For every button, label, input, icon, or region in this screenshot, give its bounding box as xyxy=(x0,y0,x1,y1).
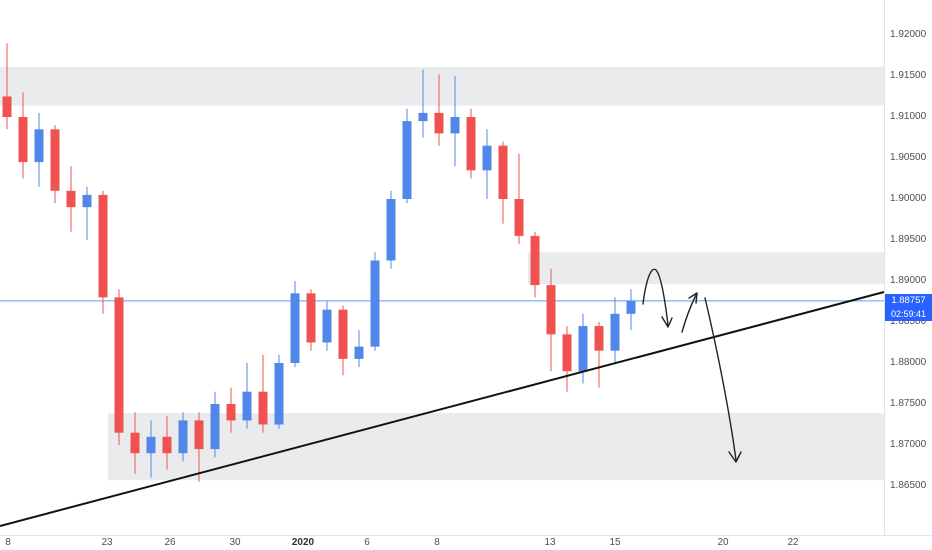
candle-body xyxy=(242,391,252,421)
price-axis-label: 1.89000 xyxy=(890,275,927,286)
up-then-down-arrow[interactable] xyxy=(642,268,669,326)
candle-body xyxy=(34,129,44,163)
candle-body xyxy=(130,432,140,454)
candle-body xyxy=(594,326,604,351)
candle-body xyxy=(98,194,108,298)
candle-body xyxy=(498,145,508,199)
candle-body xyxy=(114,297,124,433)
candle-body xyxy=(146,436,156,454)
candle-countdown-badge: 02:59:41 xyxy=(885,307,932,321)
candle-body xyxy=(434,112,444,134)
long-down-arrow-head xyxy=(728,451,742,463)
price-axis-label: 1.88500 xyxy=(890,316,927,327)
candle-body xyxy=(626,300,636,314)
candle-body xyxy=(178,420,188,454)
small-up-arrow[interactable] xyxy=(681,294,697,333)
candle-body xyxy=(338,309,348,359)
candle-body xyxy=(546,285,556,335)
upper-supply-zone xyxy=(0,66,884,106)
price-axis-label: 1.92000 xyxy=(890,29,927,40)
candle-body xyxy=(258,391,268,425)
candle-body xyxy=(482,145,492,171)
candle-body xyxy=(450,117,460,134)
candle-body xyxy=(306,293,316,343)
time-axis[interactable]: 8 23 26 30 2020 6 8 13 15 20 22 xyxy=(0,535,932,550)
candle-body xyxy=(402,121,412,199)
time-axis-label: 2020 xyxy=(291,537,315,548)
candle-body xyxy=(466,117,476,171)
candle-body xyxy=(370,260,380,347)
candle-countdown-value: 02:59:41 xyxy=(890,308,927,319)
candle-body xyxy=(66,190,76,208)
middle-supply-zone xyxy=(528,252,884,285)
candle-body xyxy=(290,293,300,363)
candle-body xyxy=(354,346,364,359)
candle-body xyxy=(562,334,572,372)
long-down-arrow[interactable] xyxy=(704,297,737,461)
price-axis-label: 1.89500 xyxy=(890,234,927,245)
time-axis-label: 23 xyxy=(101,537,113,548)
price-axis-label: 1.91500 xyxy=(890,70,927,81)
candle-body xyxy=(386,199,396,261)
price-axis[interactable]: 1.92000 1.91500 1.91000 1.90500 1.90000 1.895… xyxy=(884,0,932,535)
price-axis-label: 1.90000 xyxy=(890,193,927,204)
candle-body xyxy=(2,96,12,117)
candle-body xyxy=(514,199,524,236)
time-axis-label: 13 xyxy=(544,537,556,548)
time-axis-label: 15 xyxy=(609,537,621,548)
candle-body xyxy=(578,326,588,372)
candle-body xyxy=(194,420,204,450)
price-axis-label: 1.90500 xyxy=(890,152,927,163)
time-axis-label: 8 xyxy=(434,537,440,548)
time-axis-label: 26 xyxy=(164,537,176,548)
candle-body xyxy=(162,436,172,454)
price-axis-label: 1.86500 xyxy=(890,480,927,491)
current-price-badge: 1.88757 xyxy=(885,293,932,308)
candle-body xyxy=(274,363,284,425)
time-axis-label: 20 xyxy=(717,537,729,548)
price-axis-label: 1.87500 xyxy=(890,398,927,409)
ascending-trendline[interactable] xyxy=(0,291,885,527)
time-axis-label: 6 xyxy=(364,537,370,548)
candle-body xyxy=(50,129,60,191)
lower-demand-zone xyxy=(108,413,884,481)
small-up-arrow-head xyxy=(688,292,698,304)
candle-body xyxy=(530,235,540,286)
time-axis-label: 30 xyxy=(229,537,241,548)
time-axis-label: 8 xyxy=(5,537,11,548)
candle-body xyxy=(322,309,332,343)
candle-body xyxy=(82,194,92,208)
candle-body xyxy=(418,112,428,122)
current-price-value: 1.88757 xyxy=(891,294,926,306)
price-axis-label: 1.88000 xyxy=(890,357,927,368)
candle-body xyxy=(226,404,236,421)
candle-body xyxy=(18,117,28,163)
price-axis-label: 1.91000 xyxy=(890,111,927,122)
time-axis-label: 22 xyxy=(787,537,799,548)
up-then-down-arrow-head xyxy=(661,316,673,328)
price-axis-label: 1.87000 xyxy=(890,439,927,450)
candle-body xyxy=(210,404,220,450)
candle-body xyxy=(610,313,620,351)
